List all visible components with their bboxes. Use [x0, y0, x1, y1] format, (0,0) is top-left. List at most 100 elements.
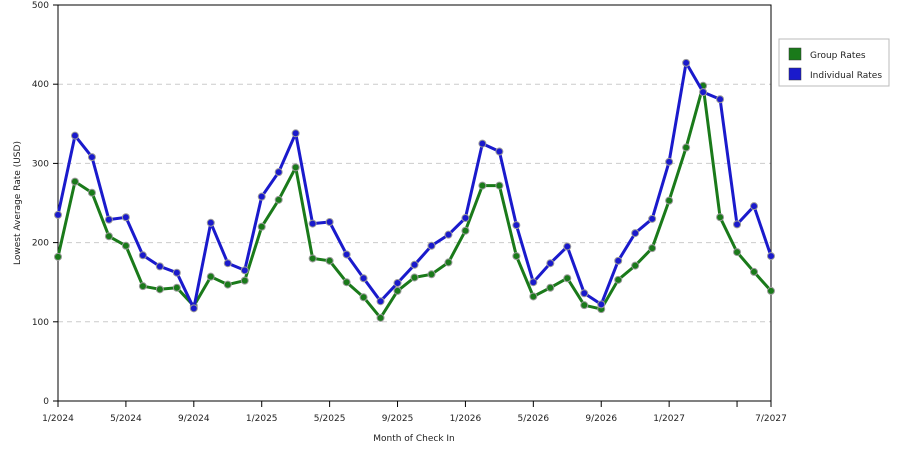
- data-point: [257, 192, 266, 201]
- plot-frame: [57, 4, 772, 402]
- data-point: [87, 188, 96, 197]
- data-point: [54, 210, 62, 219]
- data-point: [104, 232, 113, 241]
- data-point: [580, 289, 589, 298]
- legend-label: Group Rates: [810, 51, 866, 61]
- data-point: [70, 177, 79, 186]
- data-point: [699, 88, 708, 97]
- data-point: [546, 259, 555, 268]
- y-axis-title: Lowest Average Rate (USD): [13, 141, 23, 265]
- data-point: [682, 58, 691, 67]
- data-point: [512, 252, 521, 261]
- y-tick-label: 0: [43, 397, 49, 407]
- grid-lines: [57, 4, 772, 402]
- data-point: [767, 252, 775, 261]
- x-tick-label: 1/2025: [246, 414, 278, 424]
- data-point: [767, 286, 775, 295]
- data-point: [87, 153, 96, 162]
- data-point: [342, 278, 351, 287]
- data-point: [546, 283, 555, 292]
- data-point: [716, 213, 725, 222]
- data-point: [257, 222, 266, 231]
- y-axis: 0 100 200 300 400 500: [32, 1, 58, 407]
- data-point: [223, 280, 232, 289]
- data-point: [750, 202, 759, 211]
- data-point: [529, 278, 538, 287]
- data-point: [274, 168, 283, 177]
- data-point: [648, 244, 657, 253]
- data-point: [750, 267, 759, 276]
- x-tick-label: 9/2026: [585, 414, 617, 424]
- series-line: [56, 61, 773, 310]
- data-point: [444, 258, 453, 267]
- x-tick-label: 9/2024: [178, 414, 210, 424]
- data-point: [410, 260, 419, 269]
- data-point: [206, 272, 215, 281]
- data-point: [240, 266, 249, 275]
- data-point: [495, 181, 504, 190]
- data-point: [121, 241, 130, 250]
- x-tick-label: 1/2027: [653, 414, 685, 424]
- legend-swatch: [788, 67, 802, 81]
- data-point: [580, 301, 589, 310]
- data-point: [733, 220, 742, 229]
- data-point: [172, 283, 181, 292]
- data-point: [155, 285, 164, 294]
- data-point: [665, 157, 674, 166]
- x-axis-title: Month of Check In: [373, 434, 455, 444]
- data-point: [427, 270, 436, 279]
- data-point: [733, 248, 742, 257]
- data-point: [376, 297, 385, 306]
- data-point: [495, 147, 504, 156]
- series-layer: [54, 58, 775, 322]
- data-point: [308, 219, 317, 228]
- data-point: [444, 230, 453, 239]
- data-point: [410, 273, 419, 282]
- data-point: [325, 256, 334, 265]
- data-point: [393, 286, 402, 295]
- legend-swatch: [788, 47, 802, 61]
- data-point: [54, 252, 62, 261]
- data-point: [138, 282, 147, 291]
- data-point: [172, 268, 181, 277]
- data-point: [597, 300, 606, 309]
- data-point: [121, 213, 130, 222]
- y-tick-label: 200: [32, 239, 49, 249]
- data-point: [155, 262, 164, 271]
- data-point: [563, 242, 572, 251]
- x-tick-label: 1/2024: [42, 414, 74, 424]
- data-point: [631, 229, 640, 238]
- data-point: [104, 215, 113, 224]
- data-point: [359, 293, 368, 302]
- x-axis: 1/2024 5/2024 9/2024 1/2025 5/2025 9/2025 1/20…: [42, 401, 787, 424]
- data-point: [665, 196, 674, 205]
- data-point: [512, 221, 521, 230]
- x-tick-label: 7/2027: [755, 414, 787, 424]
- y-tick-label: 500: [32, 1, 49, 11]
- legend: Group Rates Individual Rates: [778, 38, 890, 87]
- data-point: [614, 275, 623, 284]
- data-point: [342, 250, 351, 259]
- data-point: [563, 274, 572, 283]
- data-point: [631, 261, 640, 270]
- x-tick-label: 1/2026: [450, 414, 482, 424]
- series-line: [56, 84, 773, 320]
- data-point: [478, 139, 487, 148]
- data-point: [393, 278, 402, 287]
- data-point: [478, 181, 487, 190]
- y-tick-label: 400: [32, 80, 49, 90]
- data-point: [325, 218, 334, 227]
- data-point: [138, 251, 147, 260]
- data-point: [427, 241, 436, 250]
- data-point: [461, 226, 470, 235]
- series-group-rates: [54, 81, 775, 322]
- data-point: [716, 95, 725, 104]
- x-tick-label: 5/2024: [110, 414, 142, 424]
- data-point: [223, 259, 232, 268]
- data-point: [359, 274, 368, 283]
- series-individual-rates: [54, 58, 775, 313]
- x-tick-label: 5/2025: [314, 414, 346, 424]
- data-point: [682, 143, 691, 152]
- data-point: [291, 163, 300, 172]
